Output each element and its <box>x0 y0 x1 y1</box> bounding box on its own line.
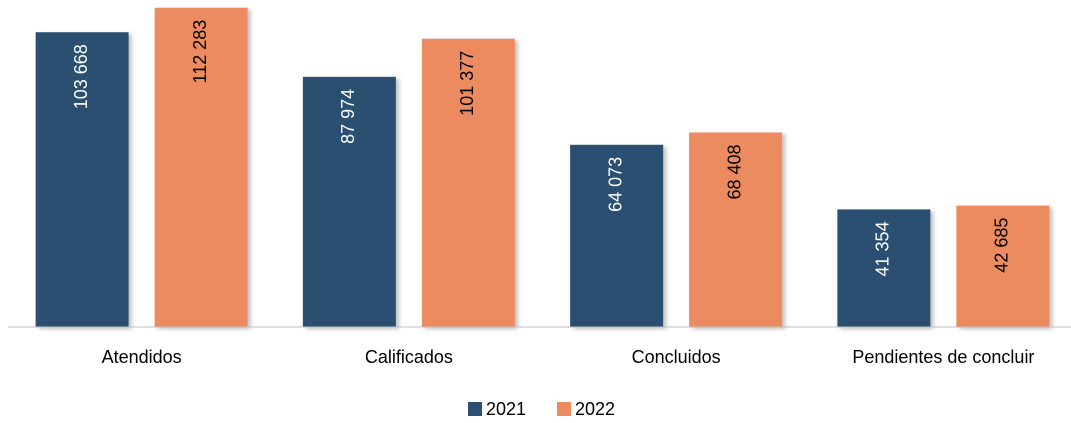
bar <box>302 76 396 328</box>
data-label: 87 974 <box>338 89 358 144</box>
x-tick-label: Pendientes de concluir <box>852 347 1034 367</box>
x-tick-label: Calificados <box>365 347 453 367</box>
data-label: 103 668 <box>71 44 91 109</box>
bar <box>35 32 129 328</box>
legend-label: 2021 <box>486 399 526 419</box>
legend-swatch <box>468 402 482 416</box>
bar <box>837 209 931 327</box>
x-tick-label: Concluidos <box>632 347 721 367</box>
bar <box>154 7 248 327</box>
x-tick-label: Atendidos <box>102 347 182 367</box>
data-label: 68 408 <box>724 144 744 199</box>
data-label: 101 377 <box>457 51 477 116</box>
legend-label: 2022 <box>575 399 615 419</box>
data-label: 42 685 <box>992 218 1012 273</box>
data-label: 64 073 <box>605 157 625 212</box>
data-label: 41 354 <box>873 221 893 276</box>
bar <box>956 205 1050 327</box>
bar <box>689 132 783 327</box>
legend-swatch <box>557 402 571 416</box>
bar <box>421 38 515 328</box>
data-label: 112 283 <box>190 20 210 84</box>
bar <box>570 144 664 327</box>
